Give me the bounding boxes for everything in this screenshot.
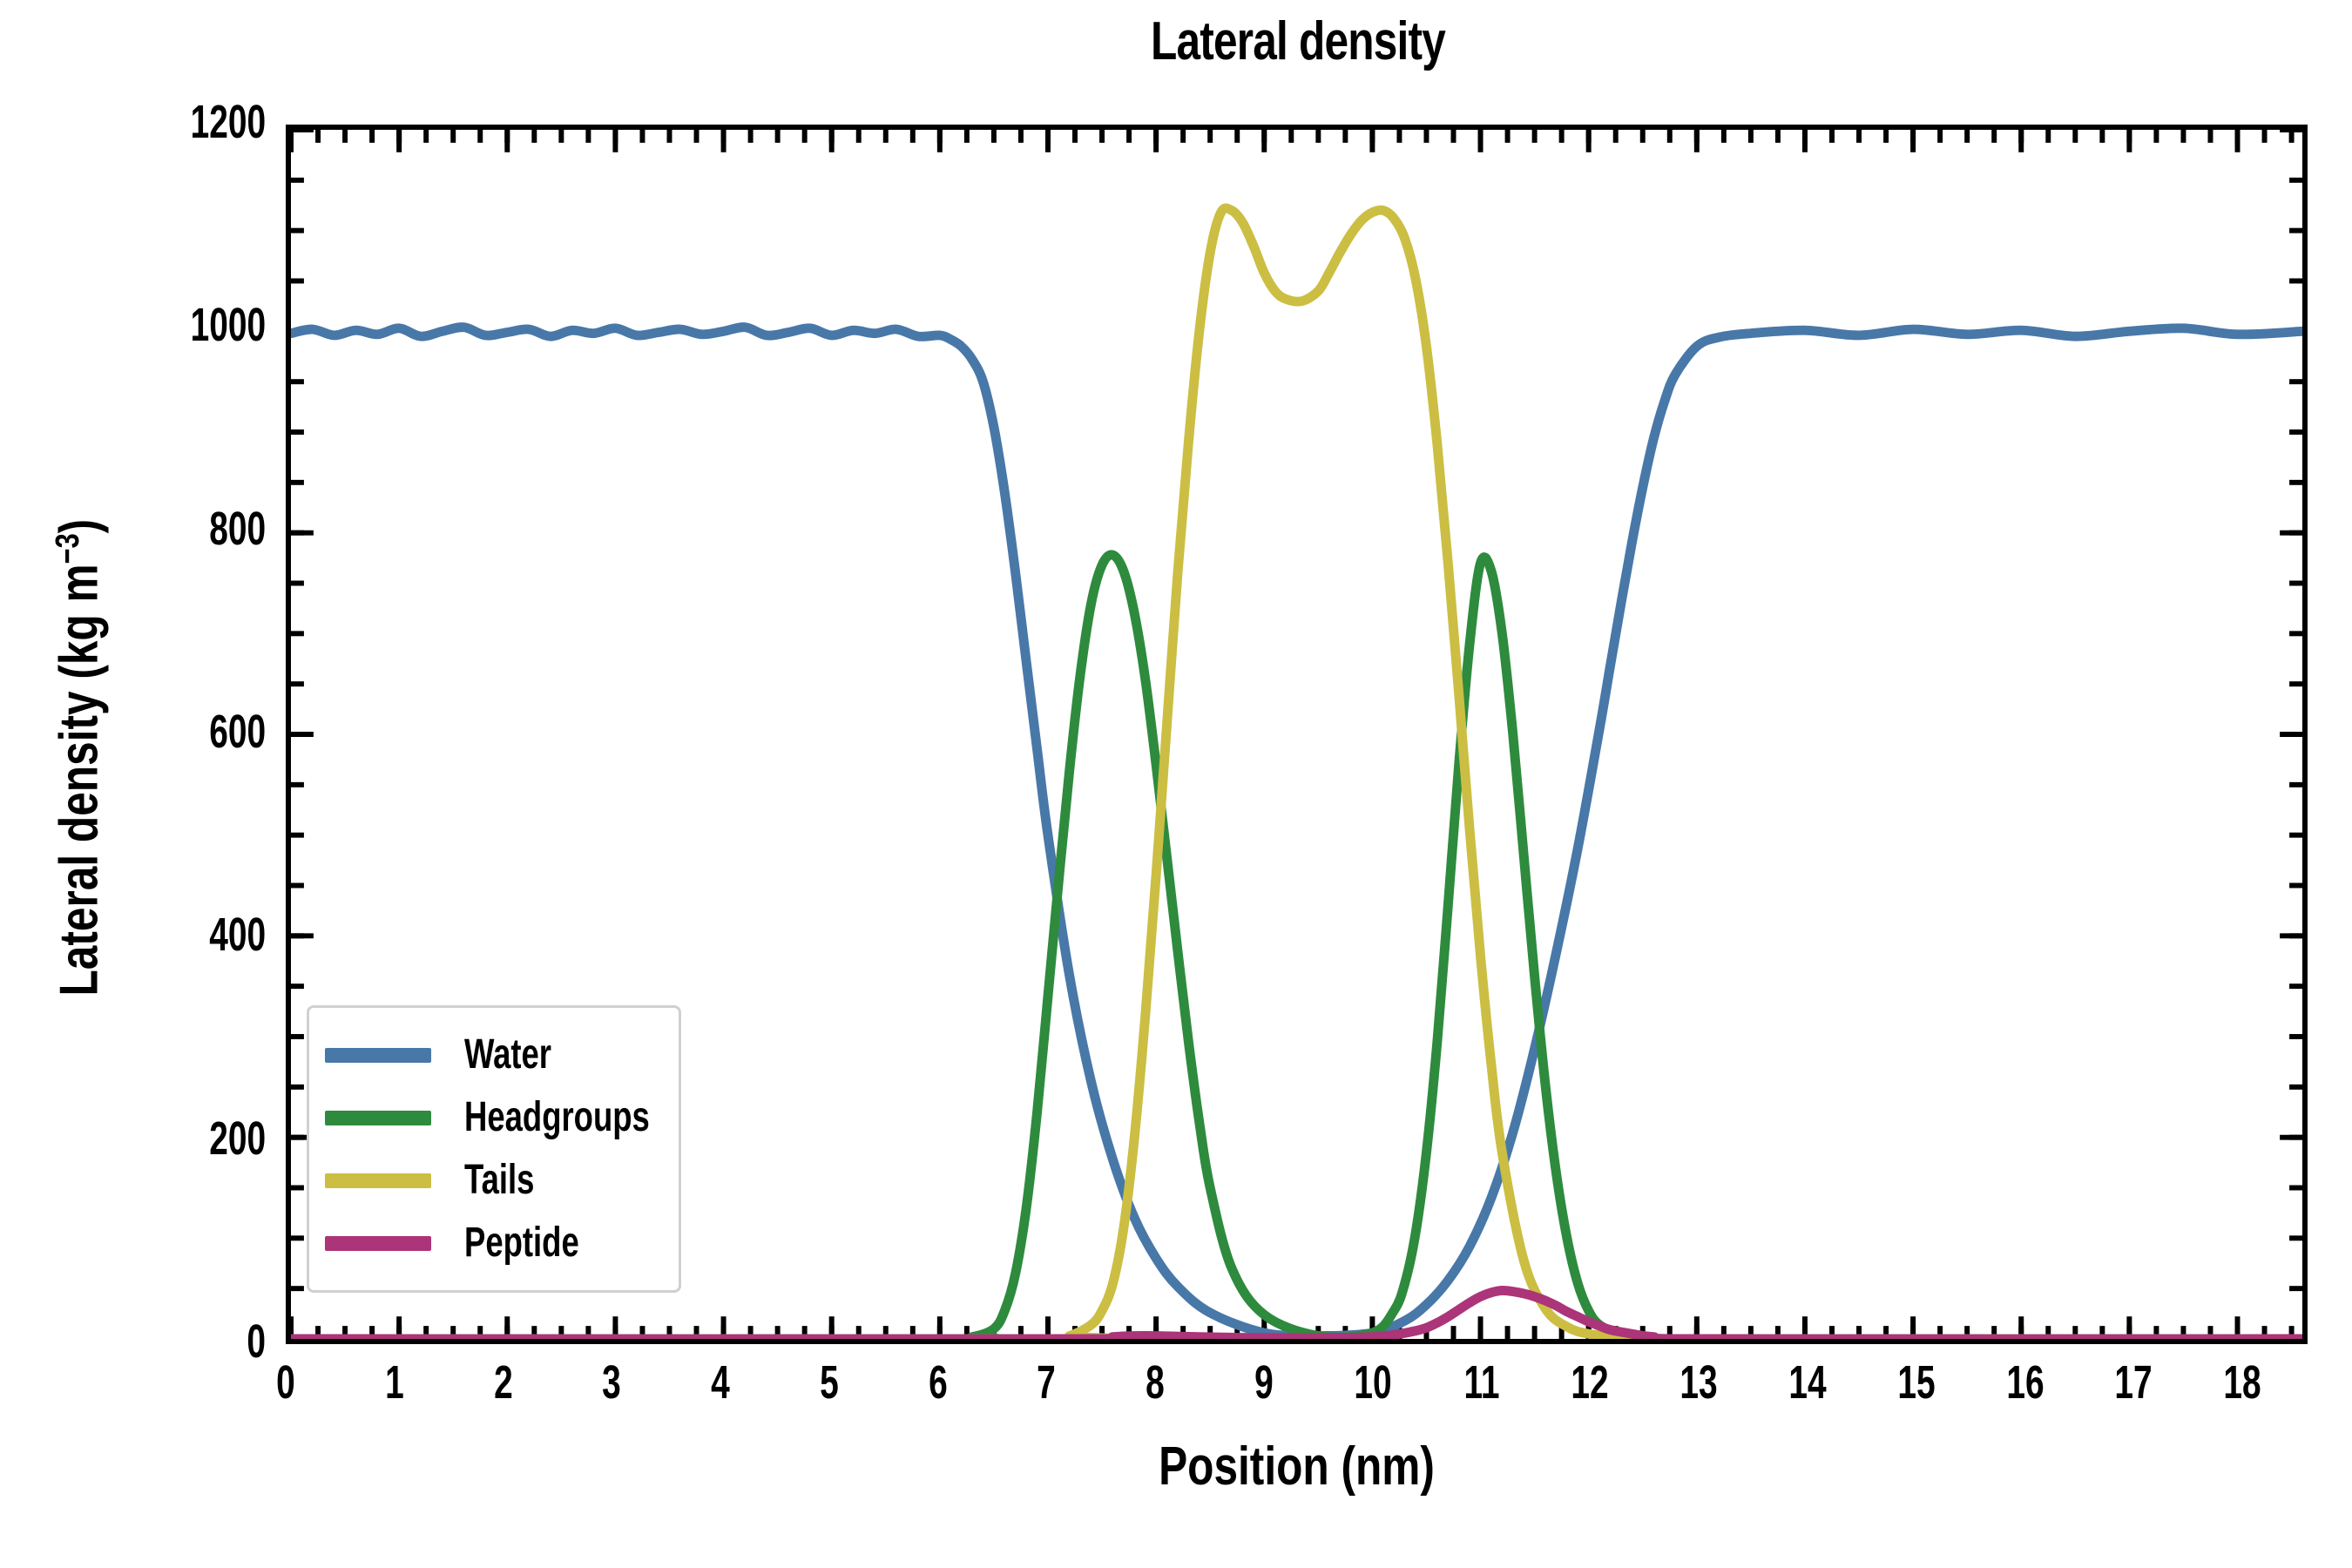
y-axis-title: Lateral density (kg m−3)	[26, 148, 110, 1368]
series-line-tails	[291, 203, 2302, 1339]
y-axis-title-close: )	[49, 519, 110, 534]
x-tick-label: 12	[1571, 1356, 1610, 1409]
x-axis-tick-labels: 0 1 2 3 4 5 6 7 8 9 10 11 12 13 14 15 16 17 18	[276, 1356, 2308, 1420]
x-axis-title: Position (nm)	[1159, 1436, 1435, 1497]
x-tick-label: 1	[384, 1356, 404, 1409]
x-tick-label: 14	[1788, 1356, 1827, 1409]
x-tick-label: 18	[2223, 1356, 2261, 1409]
x-tick-label: 17	[2114, 1356, 2153, 1409]
legend-item-tails[interactable]: Tails	[325, 1149, 661, 1212]
series-line-peptide	[291, 1285, 2302, 1339]
y-tick-label: 400	[209, 909, 266, 962]
legend-swatch-water	[325, 1047, 431, 1063]
y-axis-tick-labels: 0 200 400 600 800 1000 1200	[131, 98, 266, 1365]
legend-label: Headgroups	[464, 1094, 650, 1140]
x-tick-label: 2	[493, 1356, 513, 1409]
legend-swatch-tails	[325, 1173, 431, 1188]
series-line-water	[291, 322, 2302, 1339]
x-tick-label: 16	[2005, 1356, 2044, 1409]
y-tick-label: 800	[209, 502, 266, 555]
plot-svg	[291, 130, 2302, 1339]
legend-label: Peptide	[464, 1220, 579, 1266]
x-tick-label: 7	[1037, 1356, 1057, 1409]
x-tick-label: 11	[1463, 1356, 1500, 1409]
legend-swatch-headgroups	[325, 1110, 431, 1125]
x-tick-label: 10	[1354, 1356, 1392, 1409]
y-tick-label: 600	[209, 706, 266, 758]
x-tick-label: 4	[711, 1356, 730, 1409]
legend-item-peptide[interactable]: Peptide	[325, 1212, 661, 1274]
legend-swatch-peptide	[325, 1235, 431, 1251]
legend-label: Tails	[464, 1157, 535, 1203]
legend-item-headgroups[interactable]: Headgroups	[325, 1086, 661, 1149]
x-tick-label: 8	[1146, 1356, 1166, 1409]
legend-item-water[interactable]: Water	[325, 1024, 661, 1086]
x-tick-label: 9	[1254, 1356, 1274, 1409]
x-tick-label: 5	[820, 1356, 839, 1409]
x-tick-label: 15	[1897, 1356, 1936, 1409]
legend-label: Water	[464, 1031, 551, 1078]
data-series-group	[291, 203, 2302, 1339]
y-axis-title-text: Lateral density (kg m	[49, 564, 110, 997]
y-axis-title-exponent: −3	[49, 533, 86, 564]
y-tick-label: 200	[209, 1112, 266, 1165]
chart-legend: Water Headgroups Tails Peptide	[307, 1005, 681, 1293]
y-tick-label: 1000	[190, 299, 266, 352]
x-tick-label: 3	[602, 1356, 622, 1409]
x-tick-label: 6	[928, 1356, 948, 1409]
x-tick-label: 13	[1680, 1356, 1718, 1409]
y-tick-label: 1200	[190, 96, 266, 148]
y-tick-label: 0	[247, 1315, 266, 1368]
chart-title: Lateral density	[1150, 11, 1446, 71]
x-tick-label: 0	[276, 1356, 295, 1409]
